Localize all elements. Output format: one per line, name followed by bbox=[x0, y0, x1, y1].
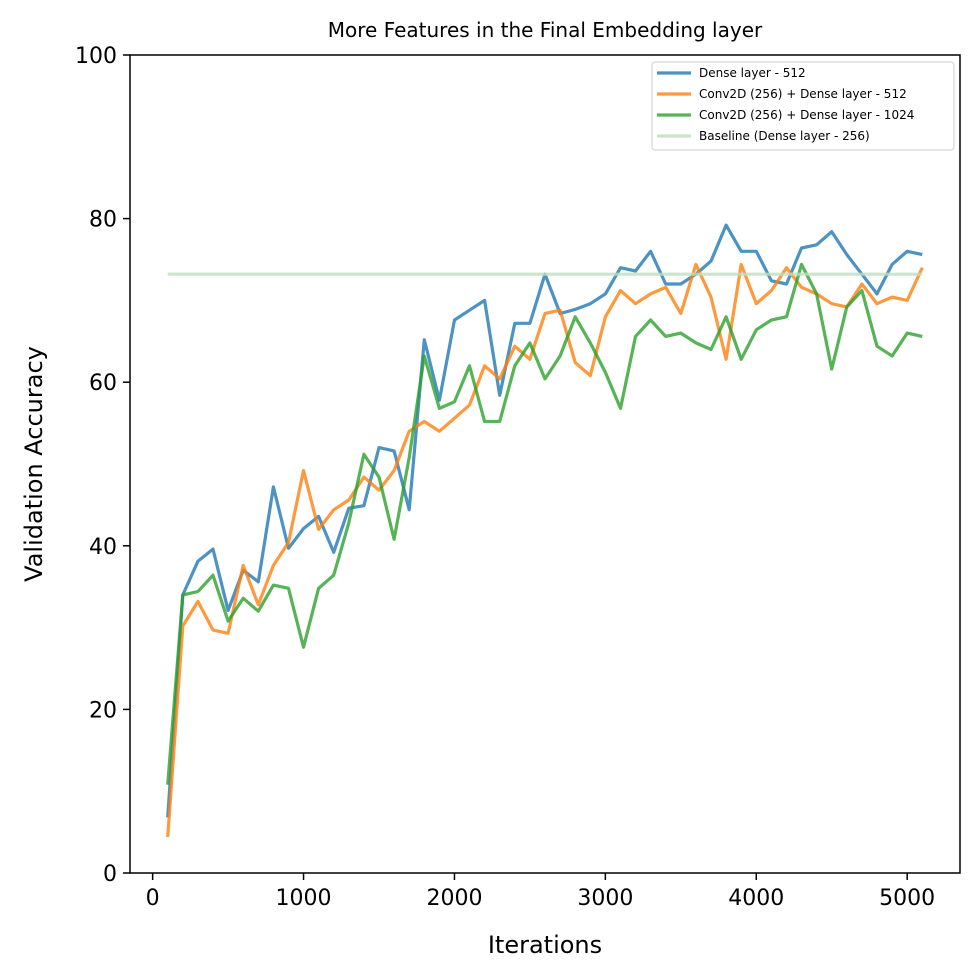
series-line-2 bbox=[166, 262, 924, 838]
y-axis-label: Validation Accuracy bbox=[20, 346, 48, 582]
y-tick-label: 80 bbox=[89, 208, 117, 233]
y-tick-label: 20 bbox=[89, 698, 117, 723]
x-tick-label: 5000 bbox=[879, 886, 935, 911]
y-tick-label: 40 bbox=[89, 535, 117, 560]
x-tick-label: 0 bbox=[146, 886, 160, 911]
x-tick-label: 4000 bbox=[728, 886, 784, 911]
plot-frame bbox=[129, 54, 961, 874]
y-tick-label: 0 bbox=[103, 862, 117, 887]
axis-ticks: 0 1000 2000 3000 4000 5000 0 20 40 60 80 100 bbox=[75, 44, 935, 911]
y-tick-label: 100 bbox=[75, 44, 117, 69]
series-line-3 bbox=[166, 262, 923, 785]
x-axis-label: Iterations bbox=[488, 931, 602, 959]
x-tick-label: 2000 bbox=[426, 886, 482, 911]
chart-title: More Features in the Final Embedding lay… bbox=[328, 18, 763, 42]
legend-label: Dense layer - 512 bbox=[699, 66, 806, 80]
x-tick-label: 3000 bbox=[577, 886, 633, 911]
legend-label: Conv2D (256) + Dense layer - 1024 bbox=[699, 108, 914, 122]
legend-label: Conv2D (256) + Dense layer - 512 bbox=[699, 87, 907, 101]
x-tick-label: 1000 bbox=[276, 886, 332, 911]
legend-box bbox=[651, 61, 955, 151]
legend-label: Baseline (Dense layer - 256) bbox=[699, 129, 870, 143]
y-tick-label: 60 bbox=[89, 371, 117, 396]
legend: Dense layer - 512 Conv2D (256) + Dense la… bbox=[651, 61, 955, 151]
series-lines bbox=[166, 223, 924, 838]
